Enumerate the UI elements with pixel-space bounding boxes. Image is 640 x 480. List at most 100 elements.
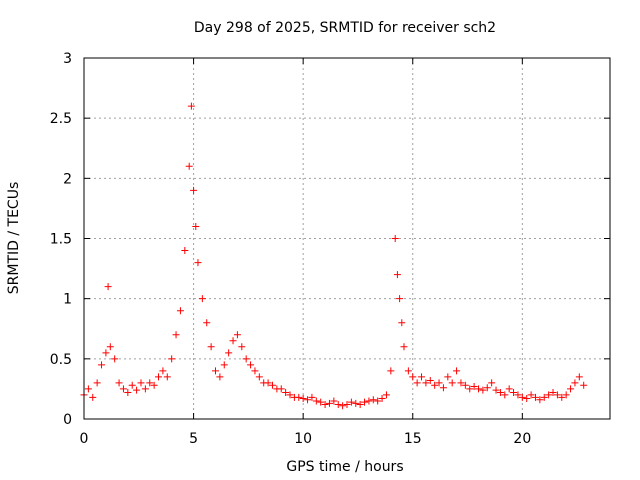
data-point: [155, 373, 163, 381]
chart-title: Day 298 of 2025, SRMTID for receiver sch…: [194, 20, 496, 36]
y-tick-label: 2.5: [50, 111, 72, 127]
data-point: [409, 373, 417, 381]
data-point: [304, 396, 312, 404]
data-point: [571, 379, 579, 387]
data-point: [194, 259, 202, 267]
data-points: [80, 102, 588, 410]
grid-lines: [84, 58, 610, 419]
data-point: [365, 397, 373, 405]
y-axis-label: SRMTID / TECUs: [6, 182, 22, 295]
data-point: [192, 222, 200, 230]
data-point: [369, 396, 377, 404]
data-point: [374, 397, 382, 405]
data-point: [187, 102, 195, 110]
data-point: [321, 401, 329, 409]
data-point: [426, 376, 434, 384]
x-tick-label: 20: [513, 431, 531, 447]
x-tick-label: 0: [80, 431, 89, 447]
data-point: [225, 349, 233, 357]
data-point: [439, 384, 447, 392]
data-point: [229, 337, 237, 345]
data-point: [382, 391, 390, 399]
x-tick-label: 15: [404, 431, 422, 447]
data-point: [536, 396, 544, 404]
y-tick-label: 2: [63, 171, 72, 187]
data-point: [207, 343, 215, 351]
data-point: [413, 379, 421, 387]
data-point: [461, 381, 469, 389]
data-point: [479, 386, 487, 394]
data-point: [343, 401, 351, 409]
data-point: [308, 393, 316, 401]
data-point: [483, 384, 491, 392]
data-point: [531, 393, 539, 401]
data-point: [115, 379, 123, 387]
data-point: [317, 398, 325, 406]
data-point: [141, 385, 149, 393]
data-point: [444, 373, 452, 381]
y-tick-label: 0: [63, 412, 72, 428]
data-point: [545, 391, 553, 399]
data-point: [124, 389, 132, 397]
data-point: [523, 395, 531, 403]
data-point: [466, 385, 474, 393]
data-point: [128, 381, 136, 389]
data-point: [549, 389, 557, 397]
data-point: [352, 399, 360, 407]
data-point: [119, 385, 127, 393]
data-point: [558, 393, 566, 401]
y-tick-label: 0.5: [50, 352, 72, 368]
data-point: [216, 373, 224, 381]
data-point: [431, 381, 439, 389]
data-point: [190, 186, 198, 194]
data-point: [339, 402, 347, 410]
data-point: [393, 271, 401, 279]
data-point: [238, 343, 246, 351]
data-point: [448, 379, 456, 387]
data-point: [233, 331, 241, 339]
x-tick-label: 5: [189, 431, 198, 447]
data-point: [422, 379, 430, 387]
data-point: [398, 319, 406, 327]
data-point: [268, 381, 276, 389]
data-point: [181, 247, 189, 255]
y-tick-label: 1.5: [50, 232, 72, 248]
data-point: [404, 367, 412, 375]
data-point: [264, 379, 272, 387]
data-point: [457, 379, 465, 387]
x-tick-label: 10: [294, 431, 312, 447]
data-point: [330, 397, 338, 405]
data-point: [93, 379, 101, 387]
data-point: [89, 393, 97, 401]
data-point: [282, 389, 290, 397]
data-point: [104, 283, 112, 291]
data-point: [575, 373, 583, 381]
data-point: [312, 397, 320, 405]
data-point: [168, 355, 176, 363]
data-point: [251, 367, 259, 375]
data-point: [185, 162, 193, 170]
y-tick-label: 1: [63, 292, 72, 308]
data-point: [163, 373, 171, 381]
data-point: [150, 381, 158, 389]
data-point: [356, 401, 364, 409]
data-point: [176, 307, 184, 315]
data-point: [510, 389, 518, 397]
data-point: [475, 385, 482, 393]
data-point: [203, 319, 211, 327]
data-point: [378, 395, 386, 403]
data-point: [488, 379, 496, 387]
data-point: [418, 373, 426, 381]
data-point: [496, 389, 504, 397]
data-point: [111, 355, 119, 363]
data-point: [396, 295, 404, 303]
data-point: [347, 398, 355, 406]
data-point: [220, 361, 228, 369]
data-point: [553, 391, 561, 399]
data-point: [159, 367, 167, 375]
data-point: [514, 391, 522, 399]
data-point: [137, 379, 145, 387]
data-point: [540, 393, 548, 401]
